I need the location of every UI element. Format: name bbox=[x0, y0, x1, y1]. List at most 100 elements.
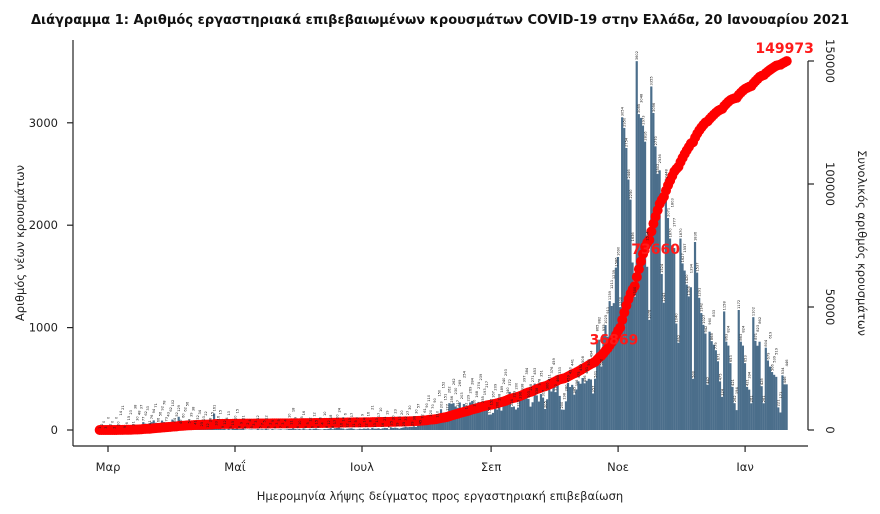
bar-label: 217 bbox=[485, 381, 489, 388]
cumulative-point bbox=[646, 226, 657, 237]
bar bbox=[308, 428, 311, 430]
bar-label: 6 bbox=[344, 412, 348, 415]
bar bbox=[548, 387, 551, 430]
bar bbox=[417, 424, 420, 430]
bar bbox=[494, 408, 497, 430]
bar-label: 13 bbox=[227, 411, 231, 416]
bar-label: 1870 bbox=[668, 228, 672, 238]
bar-label: 224 bbox=[510, 398, 514, 406]
bar bbox=[704, 333, 707, 430]
bar bbox=[392, 427, 395, 430]
bar-label: 475 bbox=[577, 372, 581, 379]
bar bbox=[664, 179, 667, 430]
bar bbox=[344, 429, 347, 430]
bar-label: 152 bbox=[442, 382, 446, 389]
bar-label: 239 bbox=[479, 373, 483, 381]
bar bbox=[731, 386, 734, 430]
bar bbox=[367, 428, 370, 430]
bar-label: 338 bbox=[535, 387, 539, 395]
bar-label: 30 bbox=[408, 405, 412, 410]
bar bbox=[227, 428, 230, 430]
bar bbox=[408, 426, 411, 430]
bar bbox=[506, 395, 509, 430]
bar-label: 39 bbox=[190, 412, 194, 417]
bar-label: 3602 bbox=[635, 51, 639, 60]
bar-label: 0 bbox=[115, 416, 119, 419]
bar-label: 73 bbox=[165, 417, 169, 422]
bar bbox=[608, 301, 611, 430]
bar-label: 10 bbox=[323, 411, 327, 416]
bar-label: 456 bbox=[583, 375, 587, 383]
bar bbox=[633, 296, 636, 430]
bar bbox=[339, 428, 343, 430]
bar bbox=[460, 409, 463, 430]
bar-label: 1777 bbox=[673, 218, 677, 227]
bar-label: 460 bbox=[556, 374, 560, 382]
bar bbox=[298, 428, 301, 430]
bar bbox=[729, 363, 732, 430]
bar-label: 4 bbox=[321, 422, 325, 425]
bar bbox=[267, 429, 270, 430]
bar-label: 619 bbox=[768, 331, 772, 339]
bar bbox=[356, 429, 359, 430]
bar bbox=[527, 398, 530, 430]
bar bbox=[752, 317, 755, 430]
bar bbox=[360, 429, 364, 430]
bar bbox=[560, 409, 563, 430]
bar-label: 296 bbox=[519, 391, 523, 399]
bar bbox=[466, 406, 470, 430]
bar-label: 209 bbox=[494, 383, 498, 391]
bar bbox=[265, 428, 268, 430]
bar bbox=[552, 382, 555, 430]
bar bbox=[716, 361, 720, 430]
bar-label: 21 bbox=[371, 405, 375, 410]
bar-label: 230 bbox=[454, 387, 458, 395]
bar-label: 36 bbox=[412, 415, 416, 420]
bar bbox=[258, 429, 261, 430]
bar-label: 12 bbox=[223, 420, 227, 425]
bar bbox=[654, 146, 657, 431]
bar bbox=[477, 401, 480, 430]
bar-label: 12 bbox=[346, 423, 350, 428]
bar-label: 12 bbox=[364, 423, 368, 428]
bar-label: 500 bbox=[587, 358, 591, 366]
y2-tick-label: 0 bbox=[823, 426, 837, 433]
bar-label: 200 bbox=[496, 401, 500, 409]
bar-label: 1305 bbox=[687, 286, 691, 295]
bar-label: 17 bbox=[350, 413, 354, 418]
bar-label: 54 bbox=[187, 418, 191, 423]
bar bbox=[300, 429, 303, 430]
bar bbox=[720, 396, 724, 430]
bar-label: 161 bbox=[212, 405, 216, 412]
bar bbox=[566, 382, 570, 430]
bar-label: 508 bbox=[581, 355, 585, 363]
bar-label: 29 bbox=[410, 421, 414, 426]
bar-label: 4 bbox=[283, 419, 287, 422]
bar bbox=[423, 423, 426, 430]
bar-label: 38 bbox=[192, 406, 196, 411]
bar-label: 4 bbox=[225, 417, 229, 420]
bar-label: 370 bbox=[554, 384, 558, 392]
bar-label: 17 bbox=[333, 420, 337, 425]
bar bbox=[714, 350, 717, 430]
bar bbox=[650, 86, 653, 430]
bar-label: 229 bbox=[512, 390, 516, 398]
bar bbox=[389, 427, 393, 430]
bar bbox=[533, 383, 536, 430]
bar bbox=[696, 272, 699, 430]
bar-label: 1239 bbox=[612, 269, 616, 279]
bar-label: 49 bbox=[179, 419, 183, 424]
bar-label: 30 bbox=[414, 409, 418, 414]
x-axis-label: Ημερομηνία λήψης δείγματος προς εργαστηρ… bbox=[257, 489, 623, 503]
bar-label: 428 bbox=[760, 378, 764, 386]
x-tick-label: Μαΐ bbox=[224, 459, 246, 474]
bar bbox=[585, 380, 588, 430]
bar-label: 24 bbox=[337, 407, 341, 412]
bar bbox=[237, 429, 241, 430]
bar bbox=[679, 238, 682, 430]
bar-label: 1211 bbox=[610, 280, 614, 289]
bar bbox=[498, 405, 501, 430]
bar-label: 7 bbox=[387, 426, 391, 428]
bar bbox=[256, 428, 259, 430]
